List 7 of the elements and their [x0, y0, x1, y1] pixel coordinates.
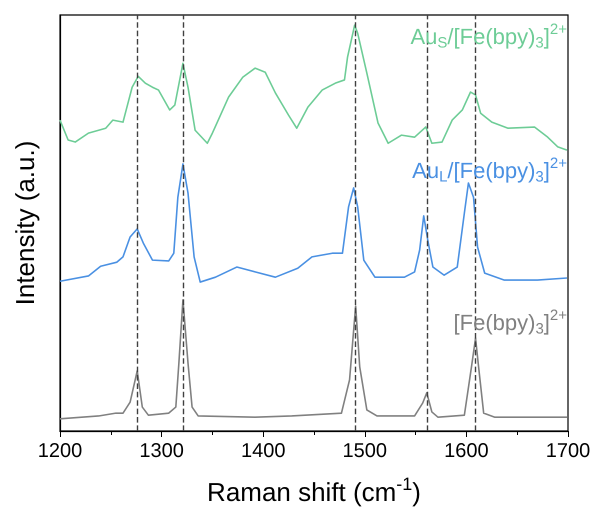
x-tick-label: 1400	[240, 440, 286, 462]
x-tick-label: 1200	[38, 440, 82, 462]
x-tick-label: 1600	[444, 440, 489, 462]
x-tick-label: 1500	[342, 440, 388, 462]
x-tick-label: 1700	[546, 440, 590, 462]
y-axis-title: Intensity (a.u.)	[10, 140, 40, 306]
x-tick-label: 1300	[139, 440, 184, 462]
